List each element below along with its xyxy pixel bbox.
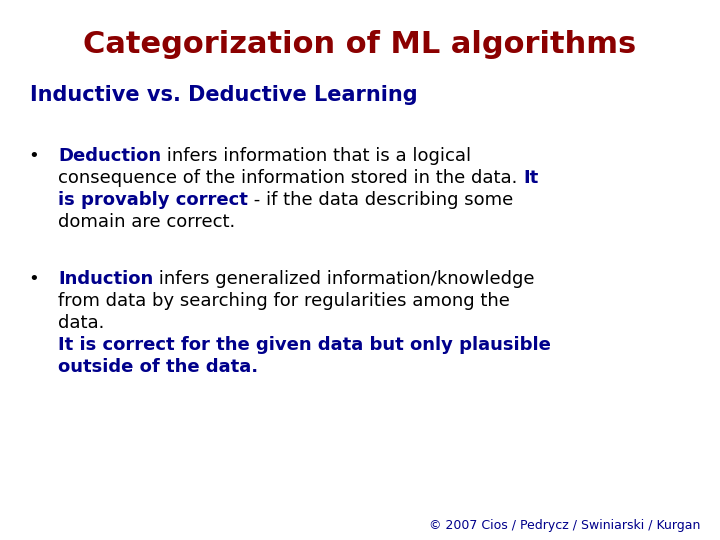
Text: © 2007 Cios / Pedrycz / Swiniarski / Kurgan: © 2007 Cios / Pedrycz / Swiniarski / Kur… [428, 519, 700, 532]
Text: consequence of the information stored in the data.: consequence of the information stored in… [58, 169, 523, 187]
Text: data.: data. [58, 314, 104, 332]
Text: It: It [523, 169, 539, 187]
Text: domain are correct.: domain are correct. [58, 213, 235, 231]
Text: is provably correct: is provably correct [58, 191, 248, 209]
Text: Deduction: Deduction [58, 147, 161, 165]
Text: Categorization of ML algorithms: Categorization of ML algorithms [84, 30, 636, 59]
Text: •: • [28, 270, 39, 288]
Text: It is correct for the given data but only plausible: It is correct for the given data but onl… [58, 336, 551, 354]
Text: •: • [28, 147, 39, 165]
Text: - if the data describing some: - if the data describing some [248, 191, 513, 209]
Text: infers information that is a logical: infers information that is a logical [161, 147, 472, 165]
Text: from data by searching for regularities among the: from data by searching for regularities … [58, 292, 510, 310]
Text: outside of the data.: outside of the data. [58, 358, 258, 376]
Text: Inductive vs. Deductive Learning: Inductive vs. Deductive Learning [30, 85, 418, 105]
Text: infers generalized information/knowledge: infers generalized information/knowledge [153, 270, 535, 288]
Text: Induction: Induction [58, 270, 153, 288]
